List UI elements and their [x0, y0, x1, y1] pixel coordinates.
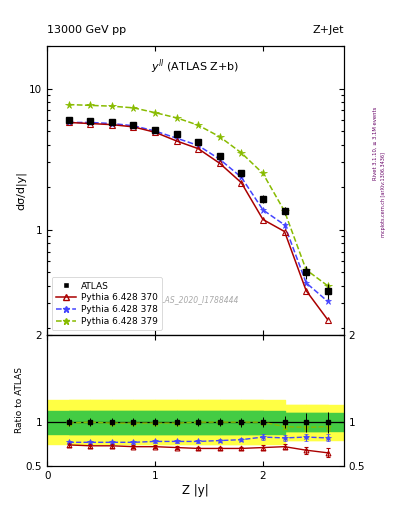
- Pythia 6.428 379: [325, 283, 330, 289]
- Pythia 6.428 378: [153, 128, 158, 134]
- Text: Z+Jet: Z+Jet: [312, 25, 344, 34]
- Pythia 6.428 379: [66, 101, 71, 108]
- Pythia 6.428 378: [325, 298, 330, 305]
- Pythia 6.428 379: [282, 208, 287, 215]
- Pythia 6.428 378: [110, 120, 114, 126]
- Pythia 6.428 378: [304, 280, 309, 286]
- Pythia 6.428 378: [261, 207, 265, 213]
- Pythia 6.428 378: [174, 135, 179, 141]
- Y-axis label: dσ/d|y|: dσ/d|y|: [16, 171, 26, 210]
- Line: Pythia 6.428 378: Pythia 6.428 378: [65, 119, 331, 305]
- Legend: ATLAS, Pythia 6.428 370, Pythia 6.428 378, Pythia 6.428 379: ATLAS, Pythia 6.428 370, Pythia 6.428 37…: [51, 277, 162, 330]
- Pythia 6.428 370: [174, 138, 179, 144]
- Pythia 6.428 370: [217, 160, 222, 166]
- Y-axis label: Ratio to ATLAS: Ratio to ATLAS: [15, 367, 24, 433]
- Pythia 6.428 370: [196, 145, 200, 152]
- Pythia 6.428 370: [153, 129, 158, 135]
- Pythia 6.428 379: [217, 134, 222, 140]
- Text: $y^{ll}$ (ATLAS Z+b): $y^{ll}$ (ATLAS Z+b): [151, 58, 240, 76]
- Pythia 6.428 378: [88, 119, 93, 125]
- Text: mcplots.cern.ch [arXiv:1306.3436]: mcplots.cern.ch [arXiv:1306.3436]: [381, 152, 386, 237]
- Pythia 6.428 378: [131, 123, 136, 129]
- Pythia 6.428 379: [110, 103, 114, 109]
- Pythia 6.428 378: [239, 174, 244, 180]
- Pythia 6.428 370: [88, 120, 93, 126]
- Pythia 6.428 379: [153, 110, 158, 116]
- Line: Pythia 6.428 379: Pythia 6.428 379: [65, 101, 332, 290]
- Pythia 6.428 379: [174, 115, 179, 121]
- Pythia 6.428 370: [131, 124, 136, 130]
- Pythia 6.428 370: [304, 288, 309, 294]
- Text: ATLAS_2020_I1788444: ATLAS_2020_I1788444: [152, 295, 239, 305]
- Pythia 6.428 379: [131, 105, 136, 111]
- Pythia 6.428 379: [304, 267, 309, 273]
- Pythia 6.428 378: [217, 156, 222, 162]
- Pythia 6.428 370: [239, 180, 244, 186]
- Pythia 6.428 379: [261, 170, 265, 177]
- Pythia 6.428 370: [110, 121, 114, 127]
- Pythia 6.428 378: [282, 222, 287, 228]
- Pythia 6.428 379: [196, 122, 200, 129]
- Pythia 6.428 370: [282, 228, 287, 234]
- Pythia 6.428 378: [196, 142, 200, 148]
- Pythia 6.428 378: [66, 119, 71, 125]
- Pythia 6.428 370: [325, 316, 330, 323]
- X-axis label: Z |y|: Z |y|: [182, 483, 209, 497]
- Pythia 6.428 370: [261, 217, 265, 223]
- Text: Rivet 3.1.10, ≥ 3.1M events: Rivet 3.1.10, ≥ 3.1M events: [373, 106, 378, 180]
- Pythia 6.428 370: [66, 119, 71, 125]
- Pythia 6.428 379: [88, 102, 93, 109]
- Text: 13000 GeV pp: 13000 GeV pp: [47, 25, 126, 34]
- Pythia 6.428 379: [239, 150, 244, 156]
- Line: Pythia 6.428 370: Pythia 6.428 370: [66, 120, 331, 323]
